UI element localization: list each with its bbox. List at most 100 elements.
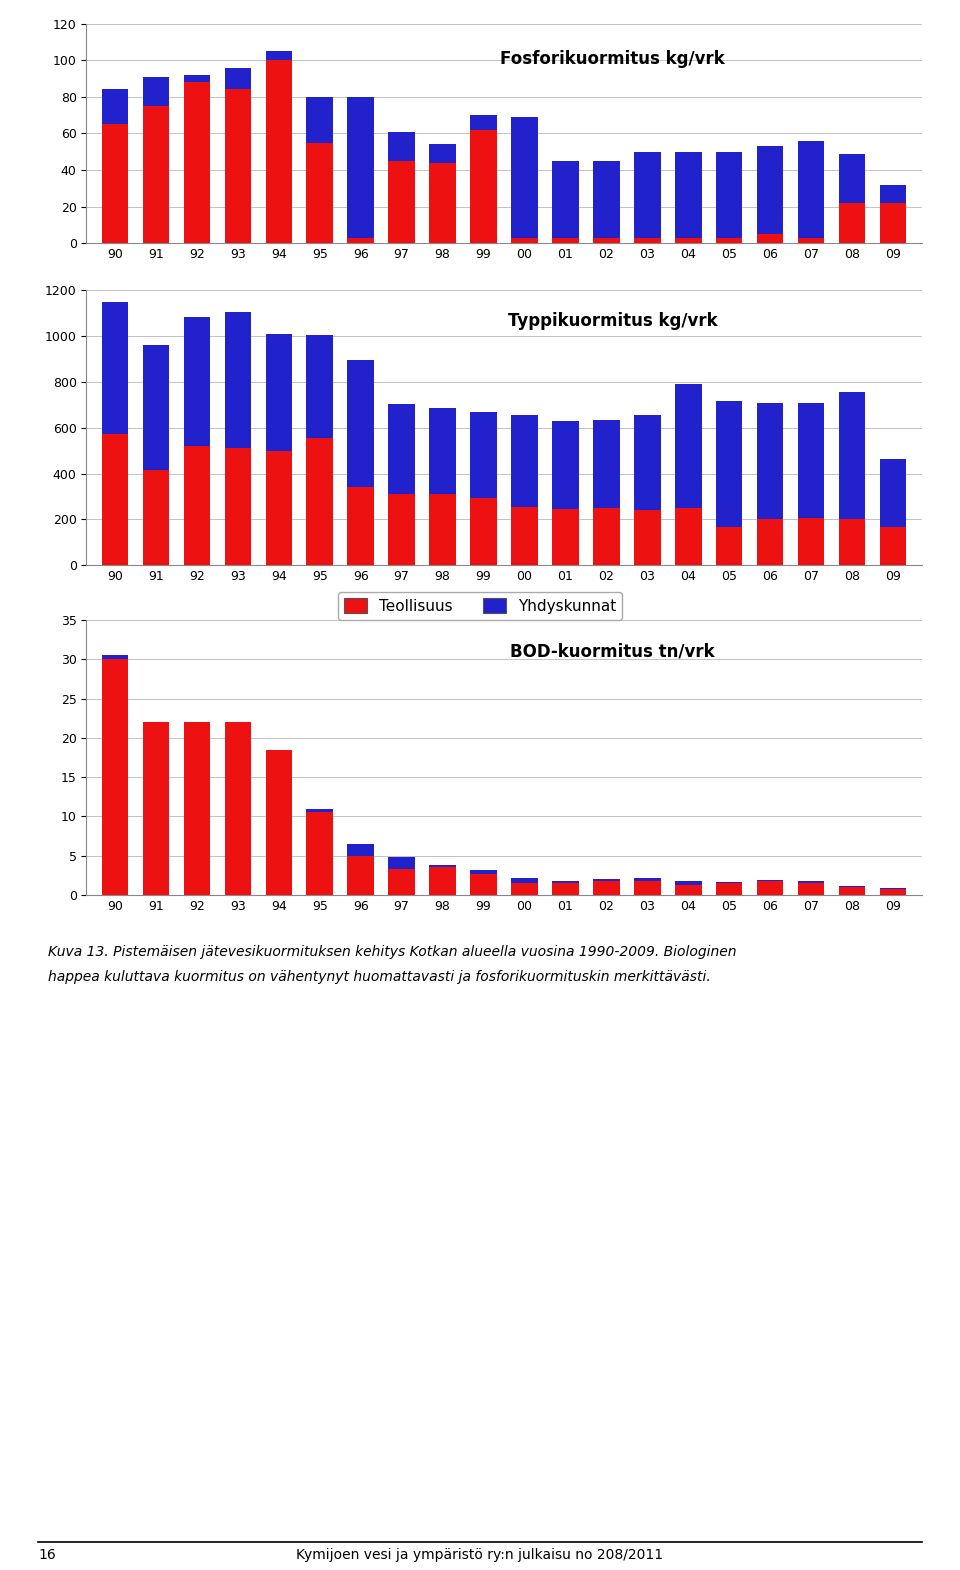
Bar (798, 402, 825, 518)
Bar (389, 870, 415, 895)
Bar (716, 239, 742, 243)
Bar (429, 865, 456, 867)
Bar (143, 345, 169, 469)
Bar (266, 334, 292, 451)
Bar (552, 509, 579, 565)
Bar (306, 143, 333, 243)
Bar (716, 882, 742, 895)
Bar (266, 750, 292, 895)
Bar (675, 385, 702, 509)
Bar (716, 528, 742, 565)
Bar (225, 449, 252, 565)
Bar (102, 124, 129, 243)
Bar (102, 89, 129, 124)
Bar (348, 360, 374, 487)
Bar (389, 495, 415, 565)
Bar (511, 507, 538, 565)
Bar (634, 881, 660, 895)
Bar (143, 107, 169, 243)
Bar (879, 889, 906, 895)
Bar (716, 402, 742, 528)
Bar (306, 97, 333, 143)
Bar (879, 185, 906, 203)
Bar (593, 419, 619, 509)
Bar (839, 887, 865, 895)
Bar (552, 421, 579, 509)
Bar (593, 881, 619, 895)
Bar (429, 163, 456, 243)
Bar (798, 882, 825, 895)
Bar (306, 334, 333, 438)
Bar (225, 722, 252, 895)
Bar (348, 487, 374, 565)
Text: Kymijoen vesi ja ympäristö ry:n julkaisu no 208/2011: Kymijoen vesi ja ympäristö ry:n julkaisu… (297, 1548, 663, 1562)
Legend: Teollisuus, Yhdyskunnat: Teollisuus, Yhdyskunnat (338, 592, 622, 620)
Bar (143, 469, 169, 565)
Bar (470, 498, 497, 565)
Bar (675, 885, 702, 895)
Bar (839, 154, 865, 203)
Bar (389, 132, 415, 162)
Bar (634, 152, 660, 239)
Bar (552, 239, 579, 243)
Bar (593, 509, 619, 565)
Bar (511, 878, 538, 882)
Bar (225, 312, 252, 449)
Bar (511, 414, 538, 507)
Bar (306, 438, 333, 565)
Bar (756, 402, 783, 520)
Bar (183, 317, 210, 446)
Bar (306, 813, 333, 895)
Bar (348, 97, 374, 239)
Bar (756, 234, 783, 243)
Bar (102, 301, 129, 433)
Bar (143, 77, 169, 107)
Bar (716, 152, 742, 239)
Bar (143, 722, 169, 895)
Bar (756, 881, 783, 895)
Bar (470, 130, 497, 243)
Bar (839, 392, 865, 520)
Bar (102, 659, 129, 895)
Bar (552, 882, 579, 895)
Bar (879, 203, 906, 243)
Bar (102, 433, 129, 565)
Bar (470, 411, 497, 498)
Text: Typpikuormitus kg/vrk: Typpikuormitus kg/vrk (508, 312, 717, 330)
Bar (798, 141, 825, 239)
Bar (266, 60, 292, 243)
Bar (634, 239, 660, 243)
Bar (470, 870, 497, 873)
Text: Kuva 13. Pistemäisen jätevesikuormituksen kehitys Kotkan alueella vuosina 1990-2: Kuva 13. Pistemäisen jätevesikuormitukse… (48, 945, 736, 959)
Bar (429, 867, 456, 895)
Bar (798, 518, 825, 565)
Bar (183, 722, 210, 895)
Bar (306, 809, 333, 813)
Bar (429, 408, 456, 495)
Bar (593, 162, 619, 239)
Bar (389, 162, 415, 243)
Bar (675, 509, 702, 565)
Bar (511, 239, 538, 243)
Bar (634, 414, 660, 510)
Bar (675, 881, 702, 885)
Bar (183, 446, 210, 565)
Bar (756, 520, 783, 565)
Bar (266, 52, 292, 60)
Bar (348, 845, 374, 856)
Bar (183, 82, 210, 243)
Bar (225, 68, 252, 89)
Text: happea kuluttava kuormitus on vähentynyt huomattavasti ja fosforikuormituskin me: happea kuluttava kuormitus on vähentynyt… (48, 970, 710, 984)
Bar (675, 152, 702, 239)
Bar (593, 239, 619, 243)
Bar (348, 239, 374, 243)
Bar (511, 118, 538, 239)
Bar (102, 656, 129, 659)
Bar (470, 115, 497, 130)
Text: BOD-kuormitus tn/vrk: BOD-kuormitus tn/vrk (511, 642, 715, 659)
Text: Fosforikuormitus kg/vrk: Fosforikuormitus kg/vrk (500, 50, 725, 68)
Bar (634, 510, 660, 565)
Bar (839, 203, 865, 243)
Text: 16: 16 (38, 1548, 56, 1562)
Bar (675, 239, 702, 243)
